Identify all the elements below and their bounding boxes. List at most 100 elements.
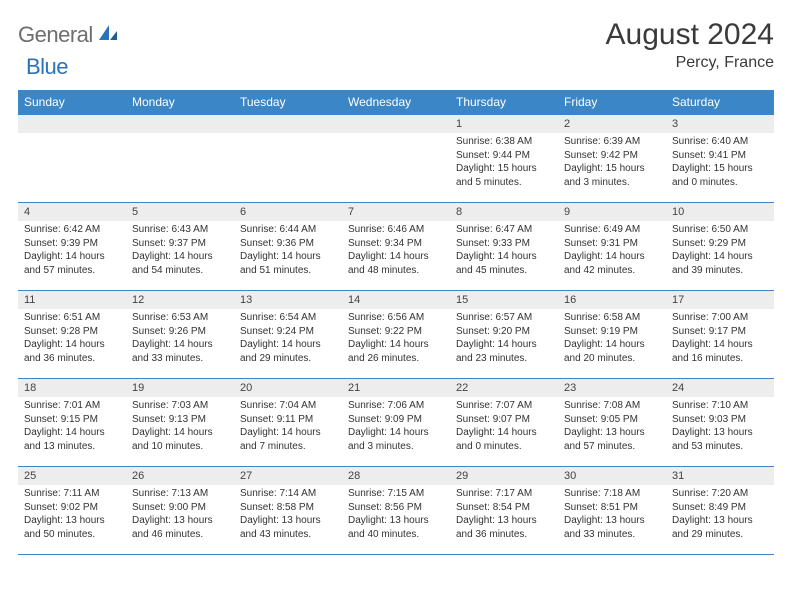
day-body: Sunrise: 6:56 AMSunset: 9:22 PMDaylight:… — [342, 309, 450, 369]
calendar-cell: 8Sunrise: 6:47 AMSunset: 9:33 PMDaylight… — [450, 203, 558, 291]
day-body: Sunrise: 6:51 AMSunset: 9:28 PMDaylight:… — [18, 309, 126, 369]
logo-word-2: Blue — [26, 54, 68, 80]
day-number: 28 — [342, 467, 450, 485]
day-number: 21 — [342, 379, 450, 397]
calendar-cell: 12Sunrise: 6:53 AMSunset: 9:26 PMDayligh… — [126, 291, 234, 379]
calendar-row: 25Sunrise: 7:11 AMSunset: 9:02 PMDayligh… — [18, 467, 774, 555]
weekday-header: Thursday — [450, 90, 558, 115]
day-body: Sunrise: 6:39 AMSunset: 9:42 PMDaylight:… — [558, 133, 666, 193]
day-body: Sunrise: 7:03 AMSunset: 9:13 PMDaylight:… — [126, 397, 234, 457]
weekday-header: Wednesday — [342, 90, 450, 115]
day-number: 2 — [558, 115, 666, 133]
day-number: 7 — [342, 203, 450, 221]
day-body: Sunrise: 6:38 AMSunset: 9:44 PMDaylight:… — [450, 133, 558, 193]
day-number: 11 — [18, 291, 126, 309]
day-number: 5 — [126, 203, 234, 221]
day-body: Sunrise: 7:17 AMSunset: 8:54 PMDaylight:… — [450, 485, 558, 545]
calendar-cell: 7Sunrise: 6:46 AMSunset: 9:34 PMDaylight… — [342, 203, 450, 291]
calendar-cell: 21Sunrise: 7:06 AMSunset: 9:09 PMDayligh… — [342, 379, 450, 467]
day-number: 16 — [558, 291, 666, 309]
day-number: 25 — [18, 467, 126, 485]
calendar-cell: 23Sunrise: 7:08 AMSunset: 9:05 PMDayligh… — [558, 379, 666, 467]
day-body: Sunrise: 6:43 AMSunset: 9:37 PMDaylight:… — [126, 221, 234, 281]
day-body: Sunrise: 6:40 AMSunset: 9:41 PMDaylight:… — [666, 133, 774, 193]
calendar-cell — [18, 115, 126, 203]
day-number: 27 — [234, 467, 342, 485]
day-number: 26 — [126, 467, 234, 485]
day-body: Sunrise: 7:11 AMSunset: 9:02 PMDaylight:… — [18, 485, 126, 545]
calendar-cell — [342, 115, 450, 203]
day-number: 18 — [18, 379, 126, 397]
calendar-cell: 11Sunrise: 6:51 AMSunset: 9:28 PMDayligh… — [18, 291, 126, 379]
calendar-row: 1Sunrise: 6:38 AMSunset: 9:44 PMDaylight… — [18, 115, 774, 203]
calendar-row: 18Sunrise: 7:01 AMSunset: 9:15 PMDayligh… — [18, 379, 774, 467]
day-number: 24 — [666, 379, 774, 397]
calendar-row: 4Sunrise: 6:42 AMSunset: 9:39 PMDaylight… — [18, 203, 774, 291]
logo-word-1: General — [18, 22, 93, 48]
calendar-cell: 1Sunrise: 6:38 AMSunset: 9:44 PMDaylight… — [450, 115, 558, 203]
calendar-cell: 28Sunrise: 7:15 AMSunset: 8:56 PMDayligh… — [342, 467, 450, 555]
day-number: 13 — [234, 291, 342, 309]
calendar-table: SundayMondayTuesdayWednesdayThursdayFrid… — [18, 90, 774, 555]
day-body: Sunrise: 6:54 AMSunset: 9:24 PMDaylight:… — [234, 309, 342, 369]
weekday-header: Monday — [126, 90, 234, 115]
calendar-cell: 25Sunrise: 7:11 AMSunset: 9:02 PMDayligh… — [18, 467, 126, 555]
calendar-cell: 2Sunrise: 6:39 AMSunset: 9:42 PMDaylight… — [558, 115, 666, 203]
day-number-empty — [342, 115, 450, 133]
day-body: Sunrise: 6:58 AMSunset: 9:19 PMDaylight:… — [558, 309, 666, 369]
day-body: Sunrise: 7:18 AMSunset: 8:51 PMDaylight:… — [558, 485, 666, 545]
day-number: 30 — [558, 467, 666, 485]
day-body: Sunrise: 7:00 AMSunset: 9:17 PMDaylight:… — [666, 309, 774, 369]
calendar-cell: 17Sunrise: 7:00 AMSunset: 9:17 PMDayligh… — [666, 291, 774, 379]
day-number: 12 — [126, 291, 234, 309]
day-number: 19 — [126, 379, 234, 397]
weekday-header: Friday — [558, 90, 666, 115]
calendar-cell: 4Sunrise: 6:42 AMSunset: 9:39 PMDaylight… — [18, 203, 126, 291]
day-number-empty — [18, 115, 126, 133]
day-number: 23 — [558, 379, 666, 397]
day-number: 4 — [18, 203, 126, 221]
day-body: Sunrise: 7:10 AMSunset: 9:03 PMDaylight:… — [666, 397, 774, 457]
day-body: Sunrise: 7:14 AMSunset: 8:58 PMDaylight:… — [234, 485, 342, 545]
day-number-empty — [126, 115, 234, 133]
location: Percy, France — [606, 54, 774, 72]
day-body: Sunrise: 7:15 AMSunset: 8:56 PMDaylight:… — [342, 485, 450, 545]
day-body: Sunrise: 7:07 AMSunset: 9:07 PMDaylight:… — [450, 397, 558, 457]
calendar-cell: 6Sunrise: 6:44 AMSunset: 9:36 PMDaylight… — [234, 203, 342, 291]
logo-sail-icon — [97, 23, 119, 48]
day-body: Sunrise: 6:44 AMSunset: 9:36 PMDaylight:… — [234, 221, 342, 281]
day-body: Sunrise: 7:04 AMSunset: 9:11 PMDaylight:… — [234, 397, 342, 457]
day-body: Sunrise: 7:06 AMSunset: 9:09 PMDaylight:… — [342, 397, 450, 457]
day-body: Sunrise: 7:08 AMSunset: 9:05 PMDaylight:… — [558, 397, 666, 457]
calendar-cell: 27Sunrise: 7:14 AMSunset: 8:58 PMDayligh… — [234, 467, 342, 555]
day-body: Sunrise: 7:01 AMSunset: 9:15 PMDaylight:… — [18, 397, 126, 457]
calendar-cell: 16Sunrise: 6:58 AMSunset: 9:19 PMDayligh… — [558, 291, 666, 379]
calendar-cell: 26Sunrise: 7:13 AMSunset: 9:00 PMDayligh… — [126, 467, 234, 555]
day-number: 9 — [558, 203, 666, 221]
calendar-cell: 14Sunrise: 6:56 AMSunset: 9:22 PMDayligh… — [342, 291, 450, 379]
day-number: 29 — [450, 467, 558, 485]
calendar-cell: 3Sunrise: 6:40 AMSunset: 9:41 PMDaylight… — [666, 115, 774, 203]
weekday-header: Sunday — [18, 90, 126, 115]
day-body: Sunrise: 7:20 AMSunset: 8:49 PMDaylight:… — [666, 485, 774, 545]
day-body: Sunrise: 6:50 AMSunset: 9:29 PMDaylight:… — [666, 221, 774, 281]
day-body: Sunrise: 6:47 AMSunset: 9:33 PMDaylight:… — [450, 221, 558, 281]
calendar-cell: 29Sunrise: 7:17 AMSunset: 8:54 PMDayligh… — [450, 467, 558, 555]
day-body: Sunrise: 6:49 AMSunset: 9:31 PMDaylight:… — [558, 221, 666, 281]
weekday-header: Saturday — [666, 90, 774, 115]
day-body: Sunrise: 6:57 AMSunset: 9:20 PMDaylight:… — [450, 309, 558, 369]
day-number: 3 — [666, 115, 774, 133]
calendar-cell: 5Sunrise: 6:43 AMSunset: 9:37 PMDaylight… — [126, 203, 234, 291]
day-body: Sunrise: 7:13 AMSunset: 9:00 PMDaylight:… — [126, 485, 234, 545]
day-number: 17 — [666, 291, 774, 309]
day-number: 31 — [666, 467, 774, 485]
day-number: 20 — [234, 379, 342, 397]
calendar-cell: 13Sunrise: 6:54 AMSunset: 9:24 PMDayligh… — [234, 291, 342, 379]
day-body: Sunrise: 6:42 AMSunset: 9:39 PMDaylight:… — [18, 221, 126, 281]
calendar-cell — [126, 115, 234, 203]
calendar-row: 11Sunrise: 6:51 AMSunset: 9:28 PMDayligh… — [18, 291, 774, 379]
calendar-cell: 18Sunrise: 7:01 AMSunset: 9:15 PMDayligh… — [18, 379, 126, 467]
logo: General — [18, 22, 121, 48]
day-number: 22 — [450, 379, 558, 397]
calendar-body: 1Sunrise: 6:38 AMSunset: 9:44 PMDaylight… — [18, 115, 774, 555]
